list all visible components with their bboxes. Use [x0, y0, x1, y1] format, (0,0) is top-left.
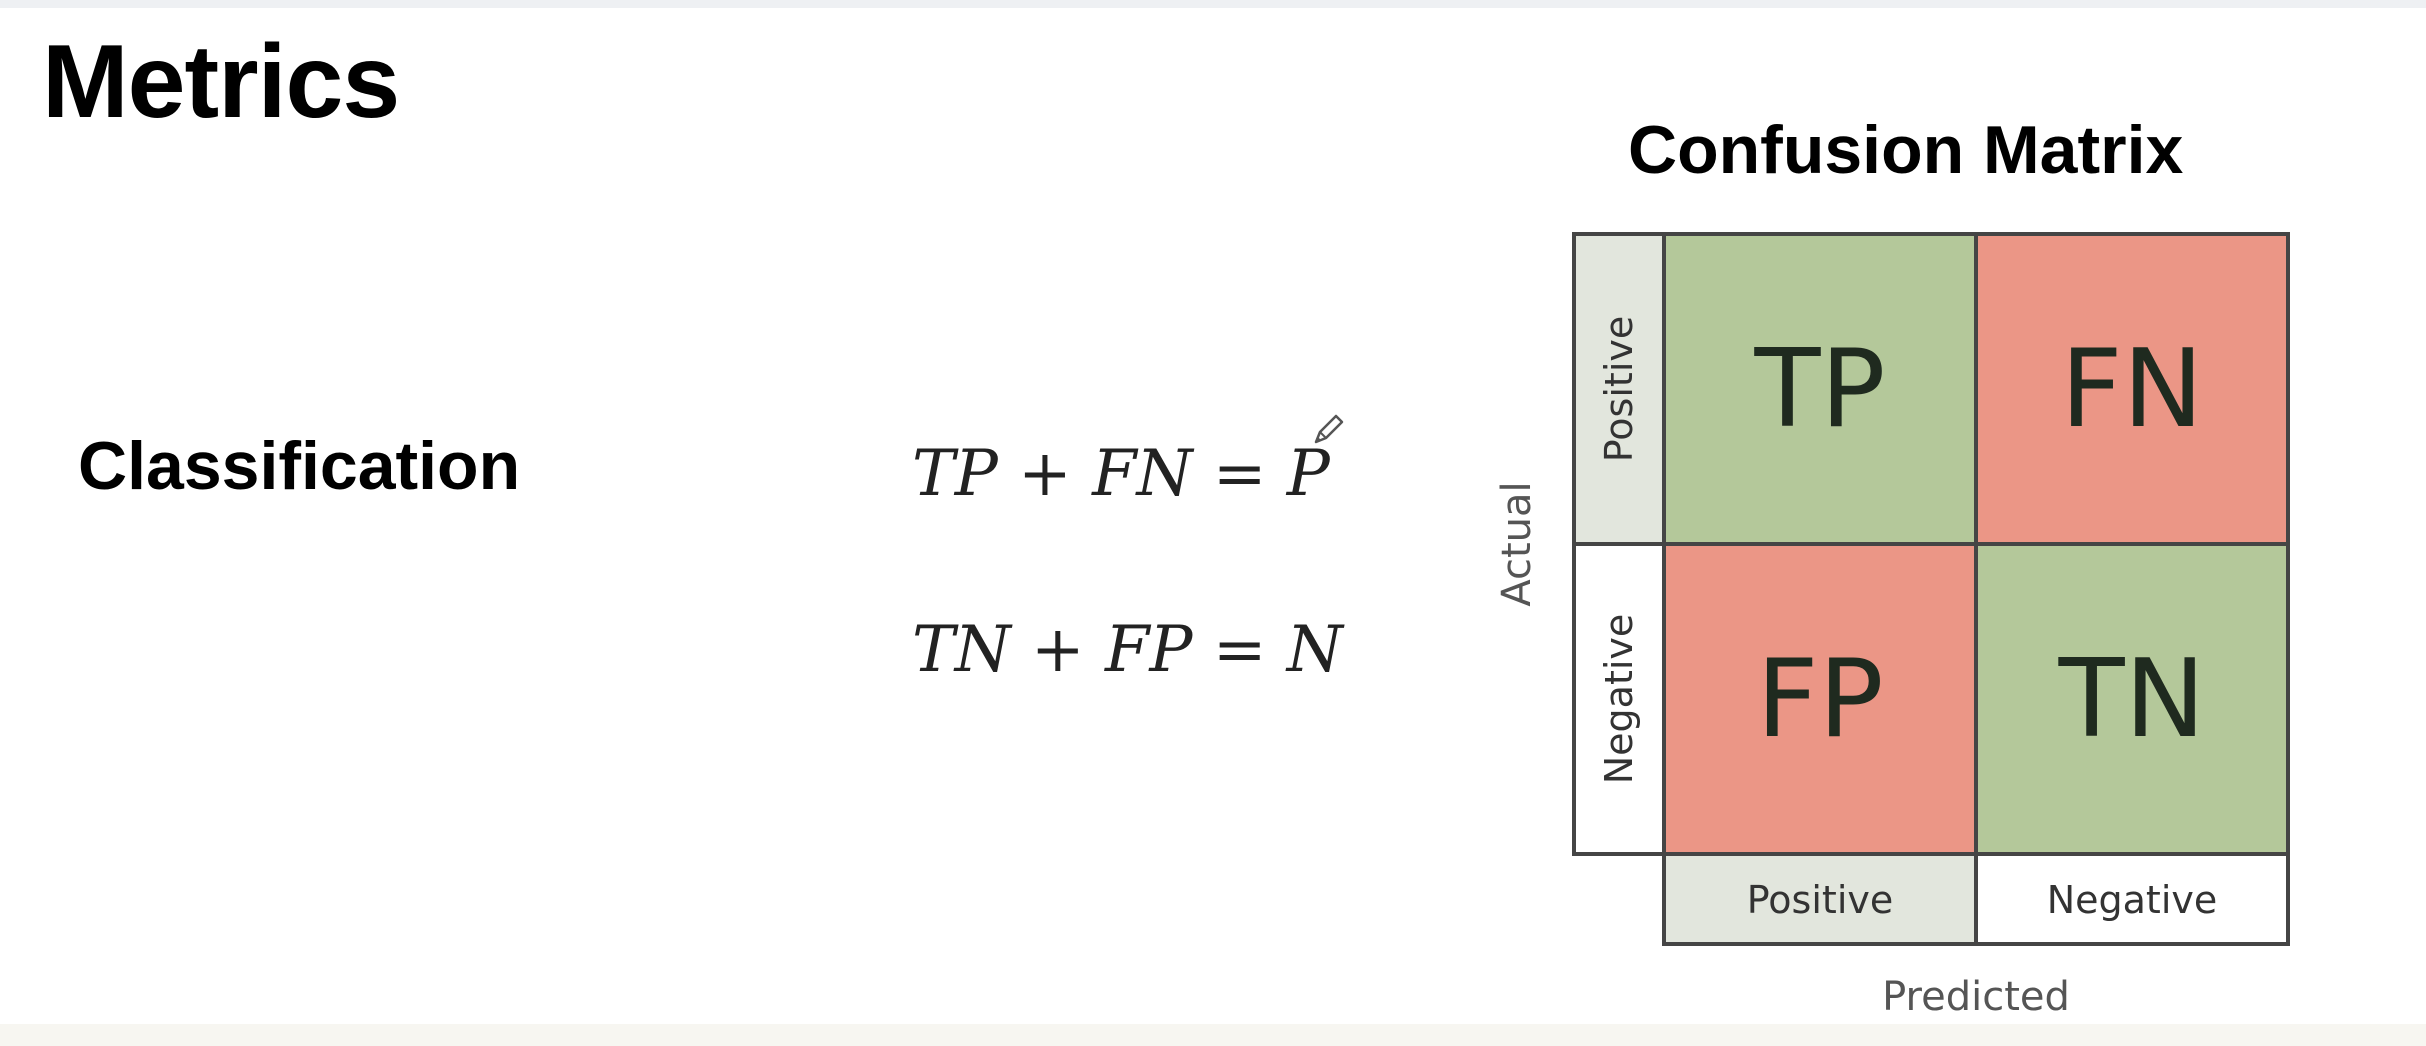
eq1-term-a: TP: [912, 437, 998, 511]
row-header-negative: [1572, 542, 1666, 856]
col-label-positive: Positive: [1747, 878, 1894, 922]
cell-label-tn: TN: [2058, 637, 2206, 762]
predicted-axis-label: Predicted: [1882, 974, 2070, 1020]
actual-axis-label: Actual: [1494, 481, 1540, 606]
slide-title: Metrics: [42, 24, 400, 140]
row-label-positive: Positive: [1597, 316, 1641, 463]
eq1-result: P: [1286, 437, 1330, 511]
eq1-term-b: FN: [1092, 437, 1193, 511]
row-header-positive: [1572, 232, 1666, 546]
cell-label-fn: FN: [2061, 327, 2204, 452]
eq1-plus: +: [1018, 437, 1072, 511]
eq2-plus: +: [1031, 613, 1085, 687]
col-label-negative: Negative: [2047, 878, 2218, 922]
confusion-matrix: Actual Positive Negative TP FN FP TN Pos…: [1494, 232, 2290, 1020]
bottom-strip: [0, 1024, 2426, 1046]
eq2-term-b: FP: [1105, 613, 1193, 687]
top-strip: [0, 0, 2426, 8]
section-label: Classification: [78, 428, 521, 504]
cell-tp: [1662, 232, 1978, 546]
col-header-negative: [1974, 852, 2290, 946]
row-label-negative: Negative: [1597, 614, 1641, 785]
pencil-icon: [1314, 414, 1344, 444]
cell-label-tp: TP: [1753, 327, 1885, 452]
equation-negatives: TN + FP = N: [912, 618, 1343, 682]
eq2-result: N: [1286, 613, 1343, 687]
cell-label-fp: FP: [1756, 637, 1883, 762]
equation-positives: TP + FN = P: [912, 442, 1330, 506]
eq2-equals: =: [1212, 613, 1267, 687]
eq1-equals: =: [1212, 437, 1267, 511]
matrix-title: Confusion Matrix: [1628, 112, 2184, 188]
eq2-term-a: TN: [912, 613, 1011, 687]
